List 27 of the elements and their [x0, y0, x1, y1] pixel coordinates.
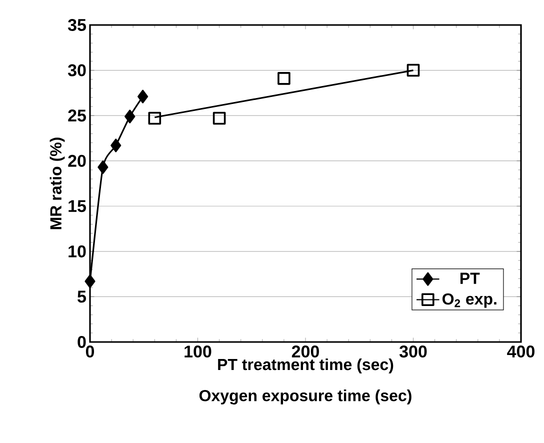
point — [84, 274, 96, 288]
point — [138, 90, 148, 104]
y-tick-label: 5 — [78, 290, 86, 303]
y-tick-label: 0 — [78, 336, 86, 348]
x-tick-label: 400 — [507, 346, 534, 358]
text: Oxygen exposure time (sec) — [199, 390, 412, 404]
y-tick-label: 15 — [68, 200, 86, 212]
x-axis-title: PT treatment time (sec) — [218, 358, 394, 374]
x-tick-label: 100 — [184, 346, 212, 358]
y-axis-title: MR ratio (%) — [50, 138, 65, 230]
y-tick-label: 30 — [68, 64, 86, 76]
legend-label: PT — [460, 272, 480, 284]
y-tick-label: 25 — [68, 110, 86, 122]
x-tick-label: 0 — [86, 346, 94, 358]
x-tick-label: 200 — [292, 346, 319, 358]
point — [278, 72, 290, 85]
point — [406, 64, 420, 77]
point — [148, 112, 162, 125]
y-tick-label: 20 — [68, 154, 86, 167]
legend-label: O$_{2}$ exp. — [442, 293, 496, 308]
point — [110, 138, 122, 152]
y-tick-label: 10 — [68, 245, 86, 258]
y-tick-label: 35 — [68, 18, 86, 32]
x-tick-label: 300 — [399, 346, 427, 358]
point — [212, 112, 226, 125]
point — [98, 160, 108, 174]
point — [124, 110, 136, 124]
